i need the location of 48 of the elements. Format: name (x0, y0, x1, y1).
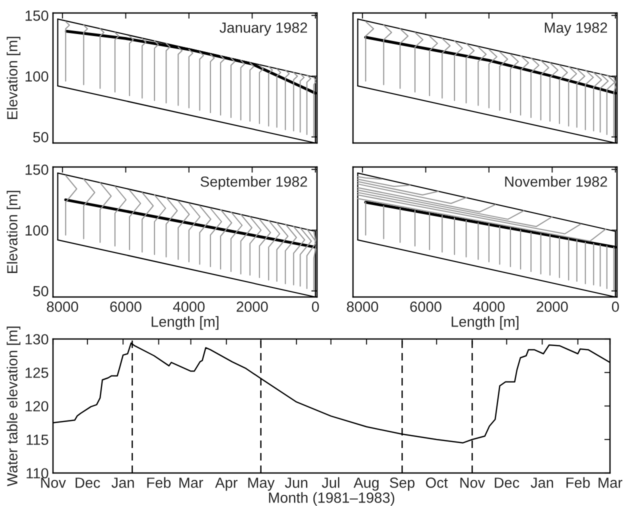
annotation: May 1982 (544, 22, 608, 36)
x-tick-label: Feb (566, 477, 590, 488)
x-tick-label: Dec (494, 478, 520, 488)
x-tick-label: 4000 (473, 302, 505, 312)
x-tick-label: Mar (179, 478, 204, 488)
y-tick-label: 110 (26, 468, 48, 478)
x-tick-label: Aug (354, 478, 379, 491)
annotation: November 1982 (505, 176, 608, 187)
x-tick-label: 6000 (410, 302, 442, 312)
x-tick-label: 2000 (236, 302, 268, 312)
y-tick-label: 50 (33, 132, 48, 142)
x-tick-label: 4000 (173, 302, 205, 312)
y-tick-label: 120 (26, 401, 48, 412)
y-tick-label: 125 (26, 368, 48, 378)
x-tick-label: 8000 (346, 302, 378, 312)
x-axis-title: Length [m] (152, 316, 218, 330)
y-tick-label: 115 (26, 434, 48, 445)
x-tick-label: Jan (530, 478, 554, 488)
x-tick-label: Nov (460, 478, 486, 488)
x-tick-label: 6000 (110, 302, 142, 312)
annotation: September 1982 (200, 176, 308, 190)
x-tick-label: Dec (76, 478, 100, 488)
x-tick-label: Mar (598, 478, 622, 488)
y-tick-label: 150 (26, 164, 48, 175)
x-tick-label: Jan (112, 478, 134, 488)
y-tick-label: 130 (26, 334, 48, 344)
x-tick-label: Jul (322, 477, 340, 488)
y-axis-title: Elevation [m] (6, 190, 20, 273)
x-tick-label: 0 (612, 302, 619, 312)
y-axis-title: Elevation [m] (6, 36, 20, 119)
y-tick-label: 100 (26, 71, 48, 82)
x-axis-title: Month (1981–1983) (269, 492, 394, 506)
x-tick-label: 2000 (536, 302, 568, 312)
y-tick-label: 50 (33, 286, 48, 296)
x-tick-label: 0 (312, 302, 319, 312)
x-tick-label: Jun (284, 478, 308, 488)
annotation: January 1982 (220, 22, 308, 36)
x-tick-label: May (248, 478, 275, 491)
x-tick-label: Apr (215, 478, 238, 491)
x-tick-label: Sep (390, 478, 414, 491)
y-tick-label: 100 (26, 225, 48, 236)
y-tick-label: 150 (26, 10, 48, 21)
x-axis-title: Length [m] (452, 316, 518, 330)
y-axis-title: Water table elevation [m] (6, 326, 20, 486)
x-tick-label: 8000 (46, 302, 78, 312)
x-tick-label: Oct (426, 478, 448, 488)
x-tick-label: Feb (147, 477, 171, 488)
x-tick-label: Nov (41, 478, 66, 488)
